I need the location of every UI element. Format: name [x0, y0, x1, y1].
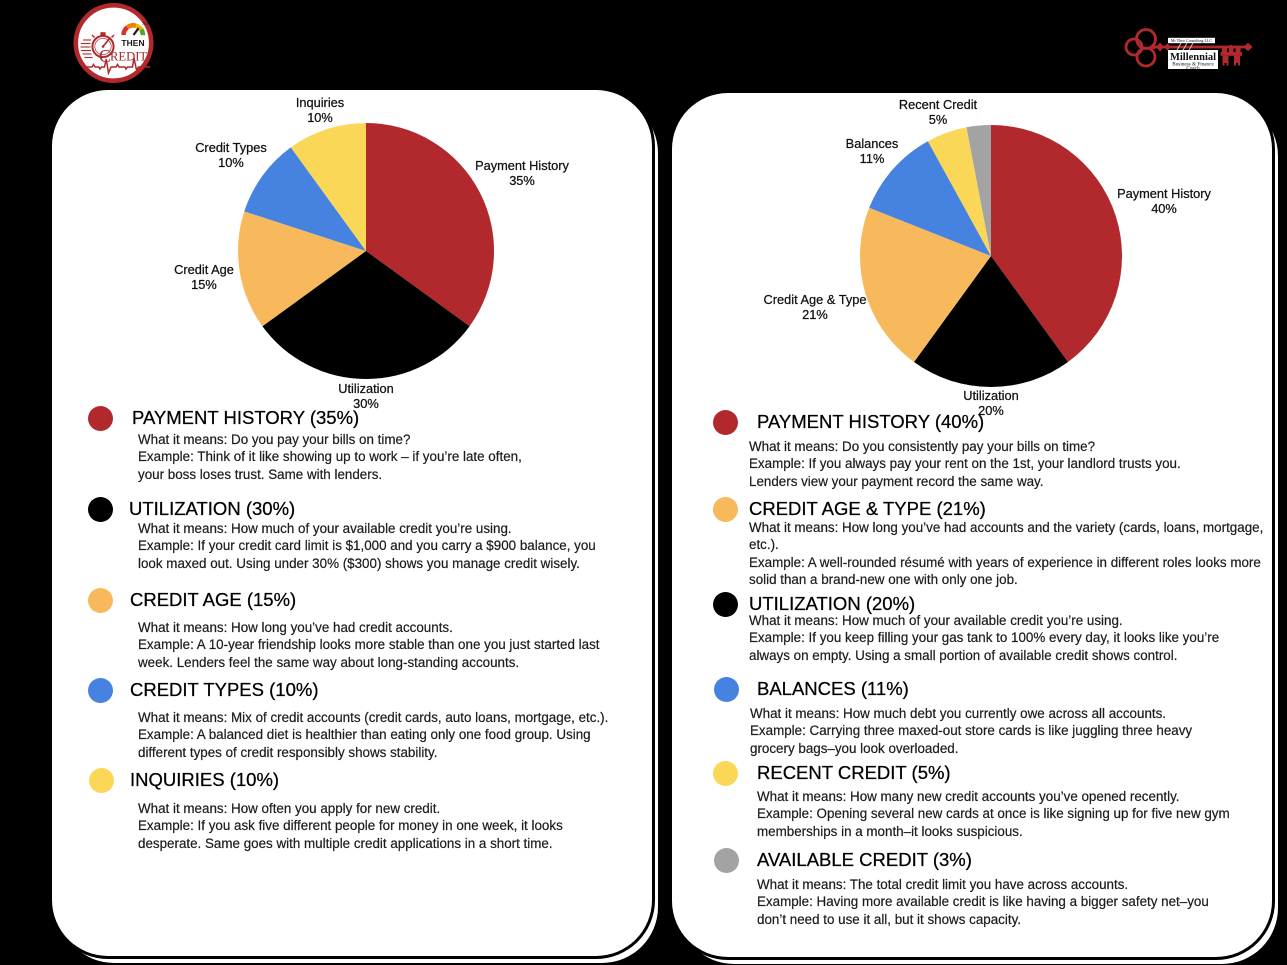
svg-text:700: 700 [142, 22, 148, 26]
svg-text:Millennial: Millennial [1170, 52, 1216, 63]
svg-text:Coach: Coach [1186, 66, 1200, 72]
svg-text:C: C [99, 46, 111, 66]
svg-text:THEN: THEN [121, 38, 144, 48]
svg-text:Business & Finance: Business & Finance [1172, 61, 1214, 67]
svg-text:Mr Theo Consulting LLC: Mr Theo Consulting LLC [1171, 38, 1212, 43]
svg-text:REDIT: REDIT [110, 50, 147, 64]
